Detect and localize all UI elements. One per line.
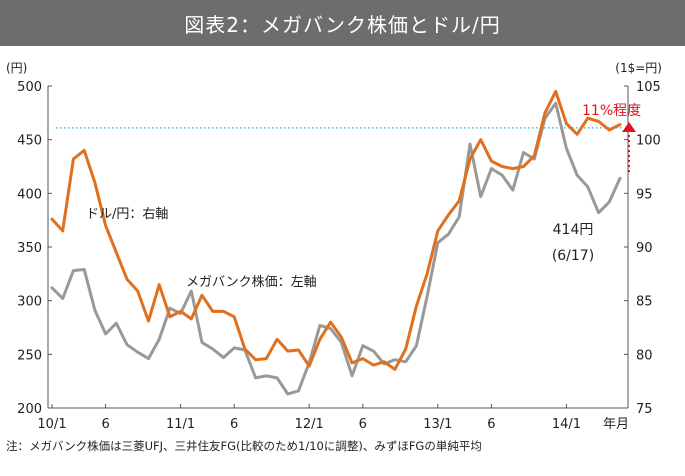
series-layer (50, 89, 622, 396)
bank-stock-line (50, 101, 622, 396)
right-tick-label: 90 (636, 241, 653, 256)
right-tick-label: 105 (636, 80, 661, 95)
x-tick-label: 11/1 (166, 417, 195, 432)
x-tick-label: 6 (230, 417, 238, 432)
left-tick-label: 350 (17, 241, 42, 256)
left-tick-label: 500 (17, 80, 42, 95)
right-tick-label: 100 (636, 134, 661, 149)
chart-title: 図表2：メガバンク株価とドル/円 (0, 0, 685, 46)
bank-series-label: メガバンク株価：左軸 (186, 275, 317, 290)
right-axis-unit: (1$=円) (615, 61, 662, 75)
left-tick-label: 450 (17, 134, 42, 149)
x-tick-label: 12/1 (295, 417, 324, 432)
left-tick-label: 300 (17, 295, 42, 310)
x-tick-label: 6 (487, 417, 495, 432)
chart-area: 200 250 300 350 400 450 500 (円) 75 80 85 90 95 100 105… (6, 61, 662, 432)
usd-jpy-line (50, 89, 622, 371)
left-axis-unit: (円) (6, 61, 27, 75)
x-tick-label: 6 (101, 417, 109, 432)
x-tick-label: 10/1 (37, 417, 66, 432)
x-tick-label: 14/1 (552, 417, 581, 432)
right-tick-label: 95 (636, 187, 653, 202)
right-tick-label: 80 (636, 348, 653, 363)
right-tick-label: 75 (636, 402, 653, 417)
usd-series-label: ドル/円：右軸 (86, 207, 168, 222)
axes: 200 250 300 350 400 450 500 (円) 75 80 85 90 95 100 105… (6, 61, 662, 432)
x-axis-suffix: 年月 (603, 417, 629, 432)
last-value-label: 414円 (553, 222, 594, 238)
left-tick-label: 200 (17, 402, 42, 417)
change-label: 11%程度 (582, 103, 641, 119)
last-date-label: (6/17) (552, 248, 594, 264)
x-tick-label: 13/1 (423, 417, 452, 432)
left-tick-label: 250 (17, 348, 42, 363)
left-tick-label: 400 (17, 187, 42, 202)
footnote: 注：メガバンク株価は三菱UFJ、三井住友FG(比較のため1/10に調整)、みずほ… (6, 439, 482, 453)
right-tick-label: 85 (636, 295, 653, 310)
change-arrow-head (622, 122, 636, 132)
x-tick-label: 6 (359, 417, 367, 432)
